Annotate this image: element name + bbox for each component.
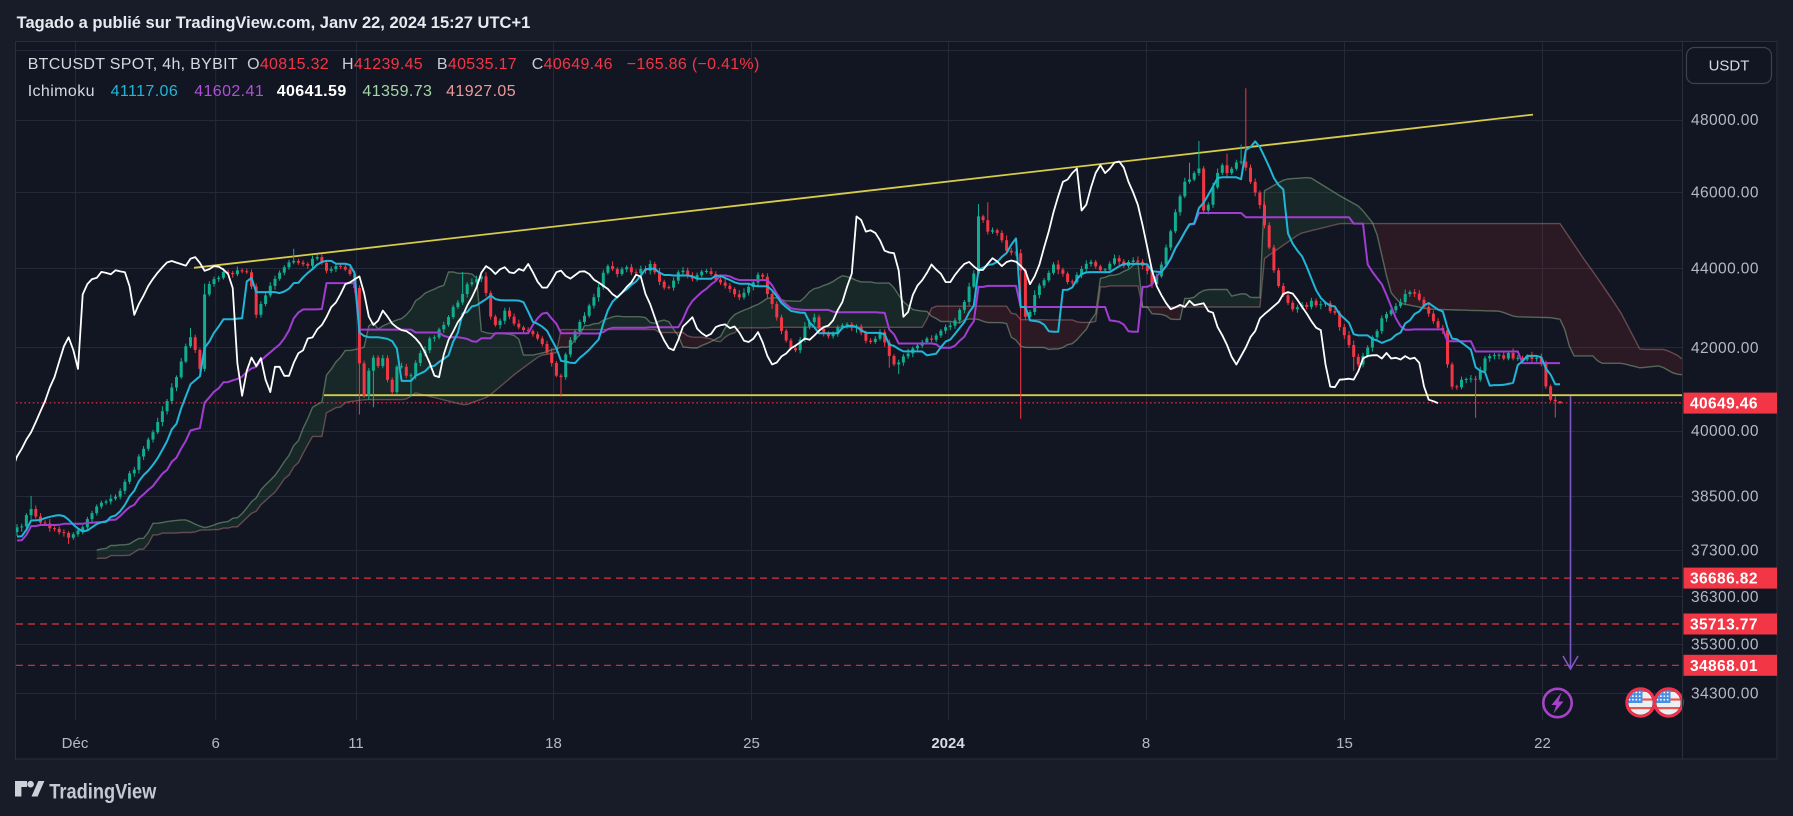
- svg-text:37300.00: 37300.00: [1691, 542, 1759, 559]
- svg-text:34300.00: 34300.00: [1691, 686, 1759, 703]
- svg-text:25: 25: [743, 735, 760, 752]
- svg-text:46000.00: 46000.00: [1691, 185, 1759, 202]
- svg-text:36300.00: 36300.00: [1691, 589, 1759, 606]
- svg-text:6: 6: [212, 735, 220, 752]
- svg-text:34868.01: 34868.01: [1690, 658, 1758, 675]
- svg-text:48000.00: 48000.00: [1691, 112, 1759, 129]
- svg-text:BTCUSDT SPOT, 4h, BYBIT: BTCUSDT SPOT, 4h, BYBIT: [28, 56, 238, 73]
- svg-text:35713.77: 35713.77: [1690, 617, 1758, 634]
- svg-text:42000.00: 42000.00: [1691, 340, 1759, 357]
- svg-text:2024: 2024: [931, 735, 965, 752]
- svg-text:TradingView: TradingView: [49, 780, 156, 804]
- svg-text:18: 18: [545, 735, 562, 752]
- svg-text:36686.82: 36686.82: [1690, 571, 1758, 588]
- svg-text:Tagado a publié sur TradingVie: Tagado a publié sur TradingView.com, Jan…: [17, 14, 531, 32]
- svg-text:44000.00: 44000.00: [1691, 261, 1759, 278]
- svg-text:38500.00: 38500.00: [1691, 488, 1759, 505]
- svg-text:Déc: Déc: [62, 735, 89, 752]
- svg-text:40000.00: 40000.00: [1691, 423, 1759, 440]
- svg-text:15: 15: [1336, 735, 1353, 752]
- svg-text:8: 8: [1142, 735, 1150, 752]
- svg-text:22: 22: [1534, 735, 1551, 752]
- svg-text:11: 11: [348, 735, 364, 752]
- svg-text:40649.46: 40649.46: [1690, 396, 1758, 413]
- svg-text:35300.00: 35300.00: [1691, 636, 1759, 653]
- svg-text:USDT: USDT: [1709, 58, 1750, 75]
